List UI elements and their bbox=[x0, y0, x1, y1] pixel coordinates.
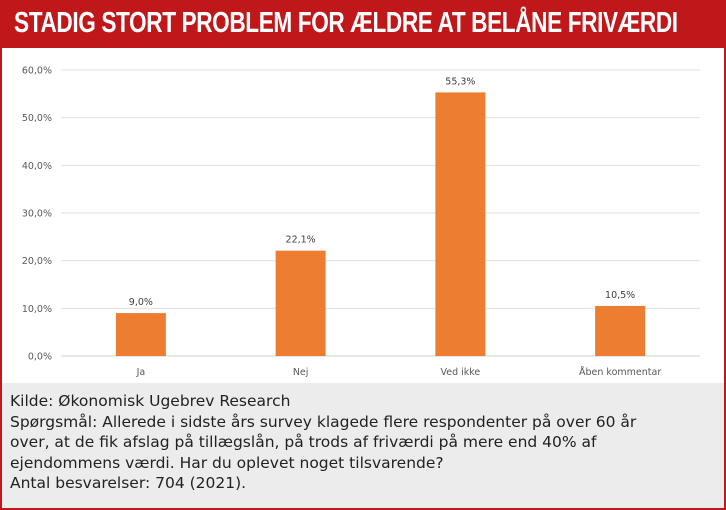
x-tick-label: Åben kommentar bbox=[579, 366, 661, 378]
y-tick-label: 10,0% bbox=[22, 304, 52, 315]
bar bbox=[435, 92, 486, 357]
footer-notes: Kilde: Økonomisk Ugebrev Research Spørgs… bbox=[2, 383, 724, 508]
x-tick-label: Ved ikke bbox=[440, 367, 480, 378]
source-text: Kilde: Økonomisk Ugebrev Research bbox=[10, 392, 291, 410]
data-label: 9,0% bbox=[129, 297, 153, 308]
y-tick-label: 30,0% bbox=[22, 209, 52, 220]
y-tick-label: 20,0% bbox=[22, 256, 52, 267]
x-tick-label: Ja bbox=[136, 367, 146, 378]
x-tick-label: Nej bbox=[293, 367, 309, 378]
responses-text: Antal besvarelser: 704 (2021). bbox=[10, 474, 247, 492]
y-tick-label: 0,0% bbox=[28, 352, 52, 363]
y-tick-label: 40,0% bbox=[22, 161, 52, 172]
data-label: 55,3% bbox=[445, 76, 475, 87]
y-tick-label: 50,0% bbox=[22, 113, 52, 124]
bar bbox=[115, 313, 166, 356]
bar-chart: 0,0% 10,0% 20,0% 30,0% 40,0% 50,0% 60,0% 9,0% Ja… bbox=[22, 66, 700, 378]
title-banner: STADIG STORT PROBLEM FOR ÆLDRE AT BELÅNE… bbox=[2, 2, 724, 48]
y-tick-label: 60,0% bbox=[22, 66, 52, 77]
data-label: 10,5% bbox=[605, 290, 635, 301]
bar bbox=[275, 250, 326, 356]
question-line: Spørgsmål: Allerede i sidste års survey … bbox=[10, 412, 637, 431]
question-line: ejendommens værdi. Har du oplevet noget … bbox=[10, 453, 444, 472]
bar bbox=[595, 305, 646, 356]
chart-title: STADIG STORT PROBLEM FOR ÆLDRE AT BELÅNE… bbox=[14, 7, 678, 39]
question-line: over, at de fik afslag på tillægslån, på… bbox=[10, 433, 597, 451]
data-label: 22,1% bbox=[286, 235, 316, 246]
